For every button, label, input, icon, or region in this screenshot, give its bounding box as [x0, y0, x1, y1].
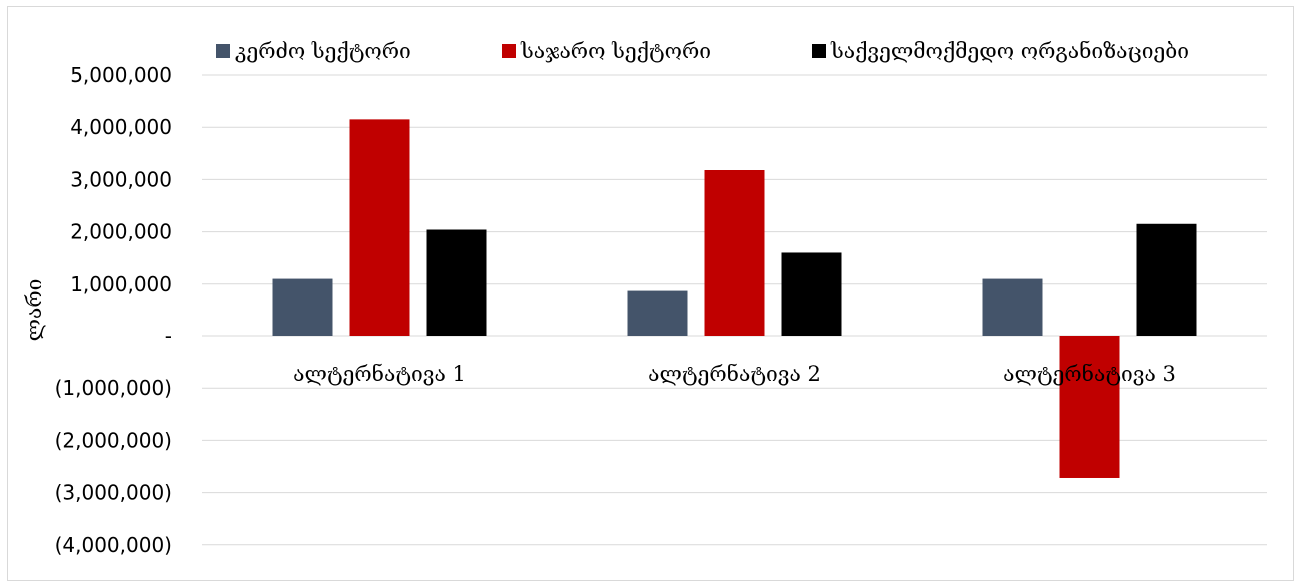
legend-swatch: [812, 44, 826, 58]
bar: [627, 290, 688, 336]
bar: [349, 119, 410, 337]
y-axis-label: ლარი: [22, 279, 46, 342]
x-axis-categories: ალტერნატივა 1 ალტერნატივა 2 ალტერნატივა 3: [293, 362, 1176, 386]
y-tick-label: 5,000,000: [70, 63, 172, 87]
legend-label: საქველმოქმედო ორგანიზაციები: [830, 39, 1189, 63]
y-tick-label: (2,000,000): [55, 428, 172, 452]
y-tick-label: -: [165, 324, 172, 348]
y-axis-ticks: 5,000,000 4,000,000 3,000,000 2,000,000 1,00…: [55, 63, 172, 557]
legend-label: კერძო სექტორი: [235, 39, 411, 63]
legend-swatch: [502, 44, 516, 58]
legend-label: საჯარო სექტორი: [520, 39, 711, 63]
category-label: ალტერნატივა 2: [648, 362, 821, 386]
bar: [1059, 336, 1120, 478]
y-tick-label: 3,000,000: [70, 167, 172, 191]
bar: [1136, 223, 1197, 336]
category-label: ალტერნატივა 3: [1003, 362, 1176, 386]
y-tick-label: 1,000,000: [70, 272, 172, 296]
legend: კერძო სექტორი საჯარო სექტორი საქველმოქმედო…: [216, 39, 1189, 63]
bar: [272, 278, 333, 336]
bar: [426, 229, 487, 336]
y-tick-label: 4,000,000: [70, 115, 172, 139]
bar: [982, 278, 1043, 336]
bar: [781, 252, 842, 336]
category-label: ალტერნატივა 1: [293, 362, 466, 386]
bar: [704, 170, 765, 336]
y-tick-label: (3,000,000): [55, 481, 172, 505]
legend-swatch: [216, 44, 230, 58]
y-tick-label: (1,000,000): [55, 376, 172, 400]
bars: [272, 119, 1197, 478]
y-tick-label: 2,000,000: [70, 220, 172, 244]
y-tick-label: (4,000,000): [55, 533, 172, 557]
